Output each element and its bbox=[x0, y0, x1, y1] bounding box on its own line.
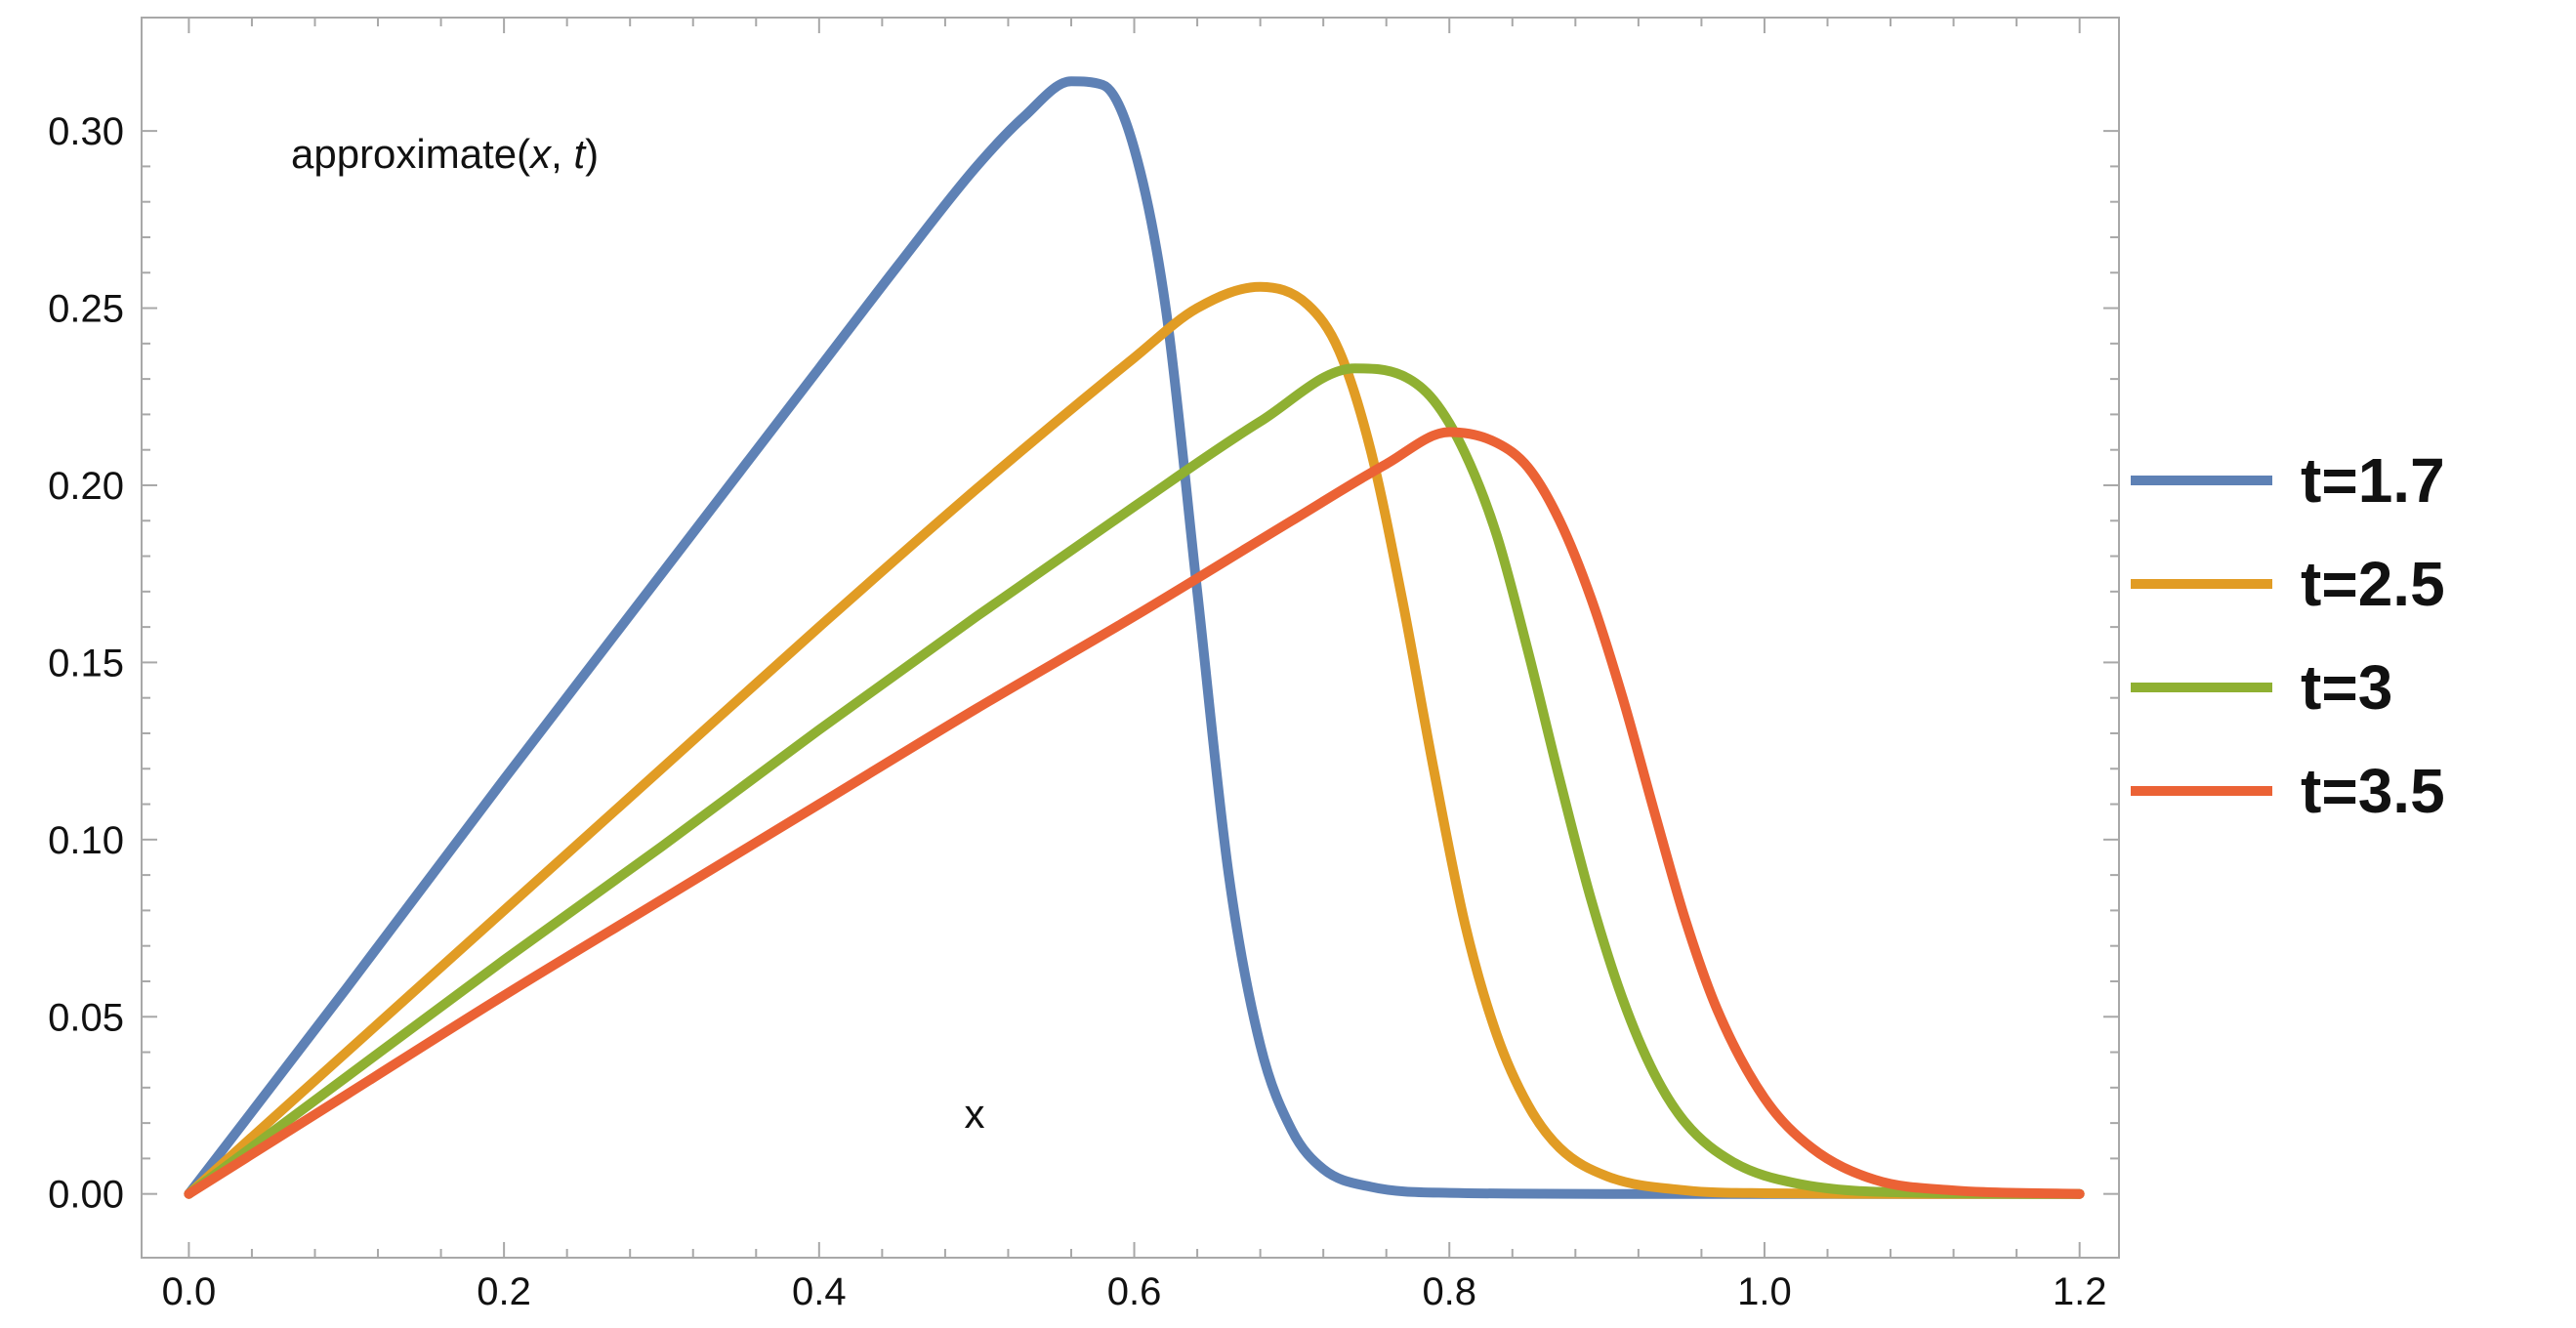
legend-label: t=3.5 bbox=[2301, 756, 2445, 826]
y-tick-label: 0.10 bbox=[48, 819, 124, 862]
series-line-2 bbox=[184, 281, 2085, 1199]
legend-label: t=1.7 bbox=[2301, 445, 2445, 516]
y-tick-label: 0.20 bbox=[48, 465, 124, 508]
y-tick-label: 0.00 bbox=[48, 1174, 124, 1217]
x-tick-label: 1.0 bbox=[1737, 1270, 1792, 1313]
plot-frame bbox=[141, 17, 2120, 1259]
x-tick-label: 0.0 bbox=[162, 1270, 217, 1313]
y-tick-label: 0.15 bbox=[48, 642, 124, 685]
y-tick-label: 0.05 bbox=[48, 996, 124, 1039]
x-tick-label: 0.8 bbox=[1422, 1270, 1476, 1313]
axis-tick-labels: 0.0 0.2 0.4 0.6 0.8 1.0 1.2 0.00 0.05 0.10 0.15 0.2… bbox=[48, 110, 2106, 1313]
x-axis-annotation: x bbox=[965, 1091, 985, 1137]
y-tick-label: 0.25 bbox=[48, 288, 124, 331]
legend-label: t=2.5 bbox=[2301, 549, 2445, 619]
series-line-4 bbox=[184, 427, 2085, 1199]
x-tick-label: 0.6 bbox=[1107, 1270, 1162, 1313]
axis-ticks bbox=[142, 18, 2119, 1258]
legend: t=1.7 t=2.5 t=3 t=3.5 bbox=[2131, 445, 2445, 826]
x-tick-label: 0.2 bbox=[477, 1270, 531, 1313]
y-axis-annotation: approximate(x, t) bbox=[291, 131, 599, 177]
x-tick-label: 1.2 bbox=[2053, 1270, 2107, 1313]
y-tick-label: 0.30 bbox=[48, 110, 124, 153]
series-line-3 bbox=[184, 363, 2085, 1199]
legend-label: t=3 bbox=[2301, 652, 2392, 723]
series-lines bbox=[184, 76, 2085, 1199]
series-line-1 bbox=[184, 76, 2085, 1199]
x-tick-label: 0.4 bbox=[792, 1270, 847, 1313]
